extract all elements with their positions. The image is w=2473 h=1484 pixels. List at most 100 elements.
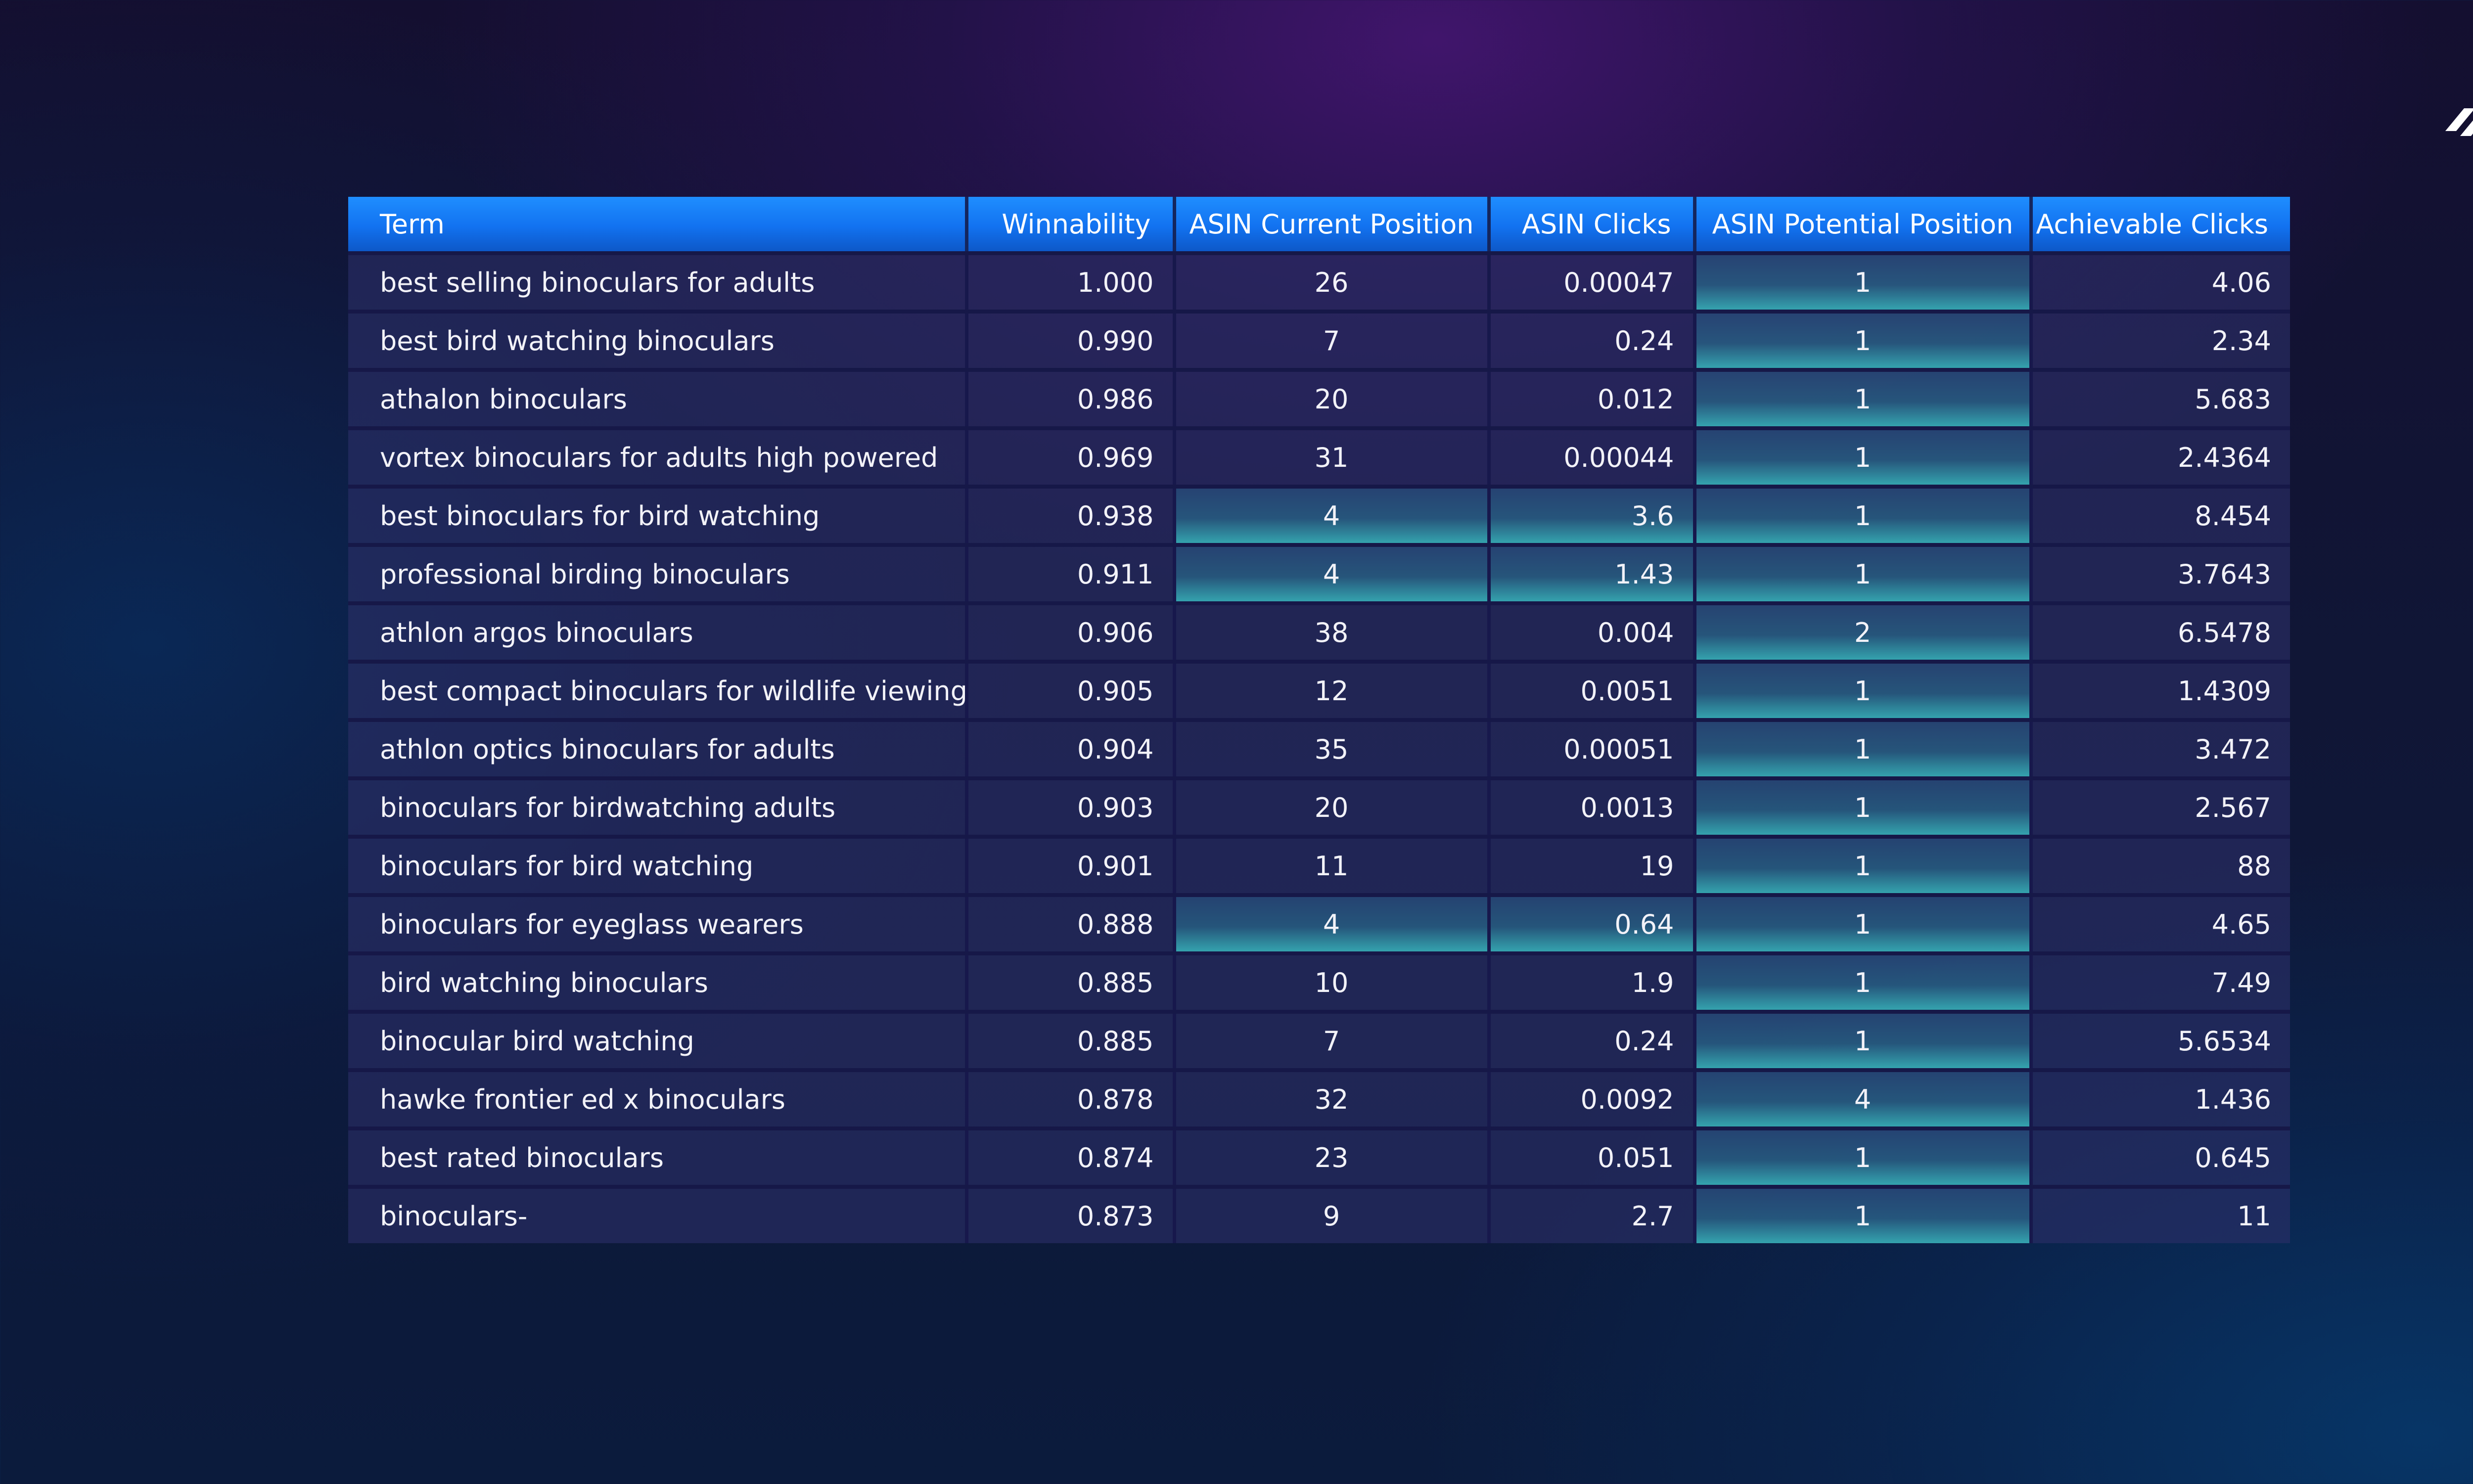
cell-current-position: 11 <box>1174 835 1491 895</box>
cell-asin-clicks: 0.051 <box>1489 1126 1696 1187</box>
slash-mark-icon <box>2438 101 2473 143</box>
table-row[interactable]: binoculars for eyeglass wearers 0.888 4 0.6… <box>348 893 2290 953</box>
cell-asin-clicks: 0.00047 <box>1489 251 1696 312</box>
cell-achievable-clicks: 3.7643 <box>2031 543 2290 603</box>
cell-winnability: 0.873 <box>966 1185 1176 1243</box>
cell-achievable-clicks: 1.436 <box>2031 1068 2290 1128</box>
cell-potential-position: 1 <box>1694 251 2033 312</box>
keyword-table-grid: Term Winnability ASIN Current Position A… <box>348 197 2290 1243</box>
cell-term: binoculars for bird watching <box>348 835 968 895</box>
cell-term: athlon argos binoculars <box>348 601 968 662</box>
cell-winnability: 0.901 <box>966 835 1176 895</box>
cell-asin-clicks: 0.0092 <box>1489 1068 1696 1128</box>
cell-asin-clicks: 1.43 <box>1489 543 1696 603</box>
cell-achievable-clicks: 2.567 <box>2031 776 2290 837</box>
table-row[interactable]: hawke frontier ed x binoculars 0.878 32 0.0… <box>348 1068 2290 1128</box>
cell-current-position: 12 <box>1174 660 1491 720</box>
cell-winnability: 0.911 <box>966 543 1176 603</box>
cell-asin-clicks: 0.64 <box>1489 893 1696 953</box>
cell-term: binoculars- <box>348 1185 968 1243</box>
cell-winnability: 0.888 <box>966 893 1176 953</box>
table-row[interactable]: best rated binoculars 0.874 23 0.051 1 0.645 <box>348 1126 2290 1187</box>
cell-current-position: 4 <box>1174 485 1491 545</box>
cell-asin-clicks: 19 <box>1489 835 1696 895</box>
cell-potential-position: 1 <box>1694 310 2033 370</box>
cell-potential-position: 2 <box>1694 601 2033 662</box>
header-term[interactable]: Term <box>348 197 968 253</box>
cell-winnability: 0.938 <box>966 485 1176 545</box>
table-row[interactable]: best binoculars for bird watching 0.938 4 3… <box>348 485 2290 545</box>
cell-achievable-clicks: 4.06 <box>2031 251 2290 312</box>
cell-winnability: 0.904 <box>966 718 1176 778</box>
cell-current-position: 20 <box>1174 368 1491 428</box>
cell-term: best rated binoculars <box>348 1126 968 1187</box>
cell-asin-clicks: 2.7 <box>1489 1185 1696 1243</box>
table-row[interactable]: binoculars for birdwatching adults 0.903 2… <box>348 776 2290 837</box>
cell-winnability: 0.969 <box>966 426 1176 487</box>
cell-asin-clicks: 0.00051 <box>1489 718 1696 778</box>
cell-term: hawke frontier ed x binoculars <box>348 1068 968 1128</box>
cell-term: vortex binoculars for adults high powere… <box>348 426 968 487</box>
header-achievable-clicks[interactable]: Achievable Clicks <box>2031 197 2290 253</box>
table-row[interactable]: vortex binoculars for adults high powere… <box>348 426 2290 487</box>
table-row[interactable]: binoculars- 0.873 9 2.7 1 11 <box>348 1185 2290 1243</box>
cell-potential-position: 4 <box>1694 1068 2033 1128</box>
cell-winnability: 0.990 <box>966 310 1176 370</box>
header-winnability[interactable]: Winnability <box>966 197 1176 253</box>
cell-winnability: 0.906 <box>966 601 1176 662</box>
cell-current-position: 9 <box>1174 1185 1491 1243</box>
cell-achievable-clicks: 0.645 <box>2031 1126 2290 1187</box>
cell-term: athlon optics binoculars for adults <box>348 718 968 778</box>
table-row[interactable]: binoculars for bird watching 0.901 11 19 1 88 <box>348 835 2290 895</box>
cell-potential-position: 1 <box>1694 660 2033 720</box>
cell-current-position: 4 <box>1174 893 1491 953</box>
cell-current-position: 4 <box>1174 543 1491 603</box>
cell-term: best binoculars for bird watching <box>348 485 968 545</box>
cell-potential-position: 1 <box>1694 776 2033 837</box>
header-current-position[interactable]: ASIN Current Position <box>1174 197 1491 253</box>
cell-current-position: 23 <box>1174 1126 1491 1187</box>
table-row[interactable]: professional birding binoculars 0.911 4 1.4… <box>348 543 2290 603</box>
cell-winnability: 0.874 <box>966 1126 1176 1187</box>
cell-potential-position: 1 <box>1694 718 2033 778</box>
cell-term: bird watching binoculars <box>348 951 968 1012</box>
cell-achievable-clicks: 5.6534 <box>2031 1010 2290 1070</box>
header-asin-clicks[interactable]: ASIN Clicks <box>1489 197 1696 253</box>
cell-asin-clicks: 0.24 <box>1489 1010 1696 1070</box>
cell-asin-clicks: 0.24 <box>1489 310 1696 370</box>
keyword-table: Term Winnability ASIN Current Position A… <box>348 197 2290 1243</box>
cell-asin-clicks: 0.00044 <box>1489 426 1696 487</box>
table-row[interactable]: best compact binoculars for wildlife vie… <box>348 660 2290 720</box>
cell-potential-position: 1 <box>1694 1126 2033 1187</box>
cell-current-position: 7 <box>1174 1010 1491 1070</box>
table-row[interactable]: best bird watching binoculars 0.990 7 0.24 1… <box>348 310 2290 370</box>
cell-winnability: 0.903 <box>966 776 1176 837</box>
cell-potential-position: 1 <box>1694 368 2033 428</box>
cell-winnability: 0.885 <box>966 1010 1176 1070</box>
cell-winnability: 1.000 <box>966 251 1176 312</box>
cell-asin-clicks: 0.012 <box>1489 368 1696 428</box>
cell-potential-position: 1 <box>1694 835 2033 895</box>
cell-asin-clicks: 0.0051 <box>1489 660 1696 720</box>
cell-winnability: 0.905 <box>966 660 1176 720</box>
table-row[interactable]: bird watching binoculars 0.885 10 1.9 1 7.49 <box>348 951 2290 1012</box>
table-row[interactable]: binocular bird watching 0.885 7 0.24 1 5.6534 <box>348 1010 2290 1070</box>
cell-current-position: 7 <box>1174 310 1491 370</box>
cell-achievable-clicks: 4.65 <box>2031 893 2290 953</box>
cell-current-position: 26 <box>1174 251 1491 312</box>
cell-asin-clicks: 1.9 <box>1489 951 1696 1012</box>
table-row[interactable]: athlon optics binoculars for adults 0.904… <box>348 718 2290 778</box>
cell-achievable-clicks: 5.683 <box>2031 368 2290 428</box>
cell-winnability: 0.986 <box>966 368 1176 428</box>
cell-achievable-clicks: 1.4309 <box>2031 660 2290 720</box>
table-row[interactable]: athlon argos binoculars 0.906 38 0.004 2 6.54… <box>348 601 2290 662</box>
cell-achievable-clicks: 88 <box>2031 835 2290 895</box>
header-potential-position[interactable]: ASIN Potential Position <box>1694 197 2033 253</box>
cell-asin-clicks: 3.6 <box>1489 485 1696 545</box>
cell-term: binoculars for eyeglass wearers <box>348 893 968 953</box>
table-row[interactable]: best selling binoculars for adults 1.000 2… <box>348 251 2290 312</box>
cell-potential-position: 1 <box>1694 426 2033 487</box>
cell-current-position: 38 <box>1174 601 1491 662</box>
table-body: best selling binoculars for adults 1.000 2… <box>348 251 2290 1243</box>
table-row[interactable]: athalon binoculars 0.986 20 0.012 1 5.683 <box>348 368 2290 428</box>
